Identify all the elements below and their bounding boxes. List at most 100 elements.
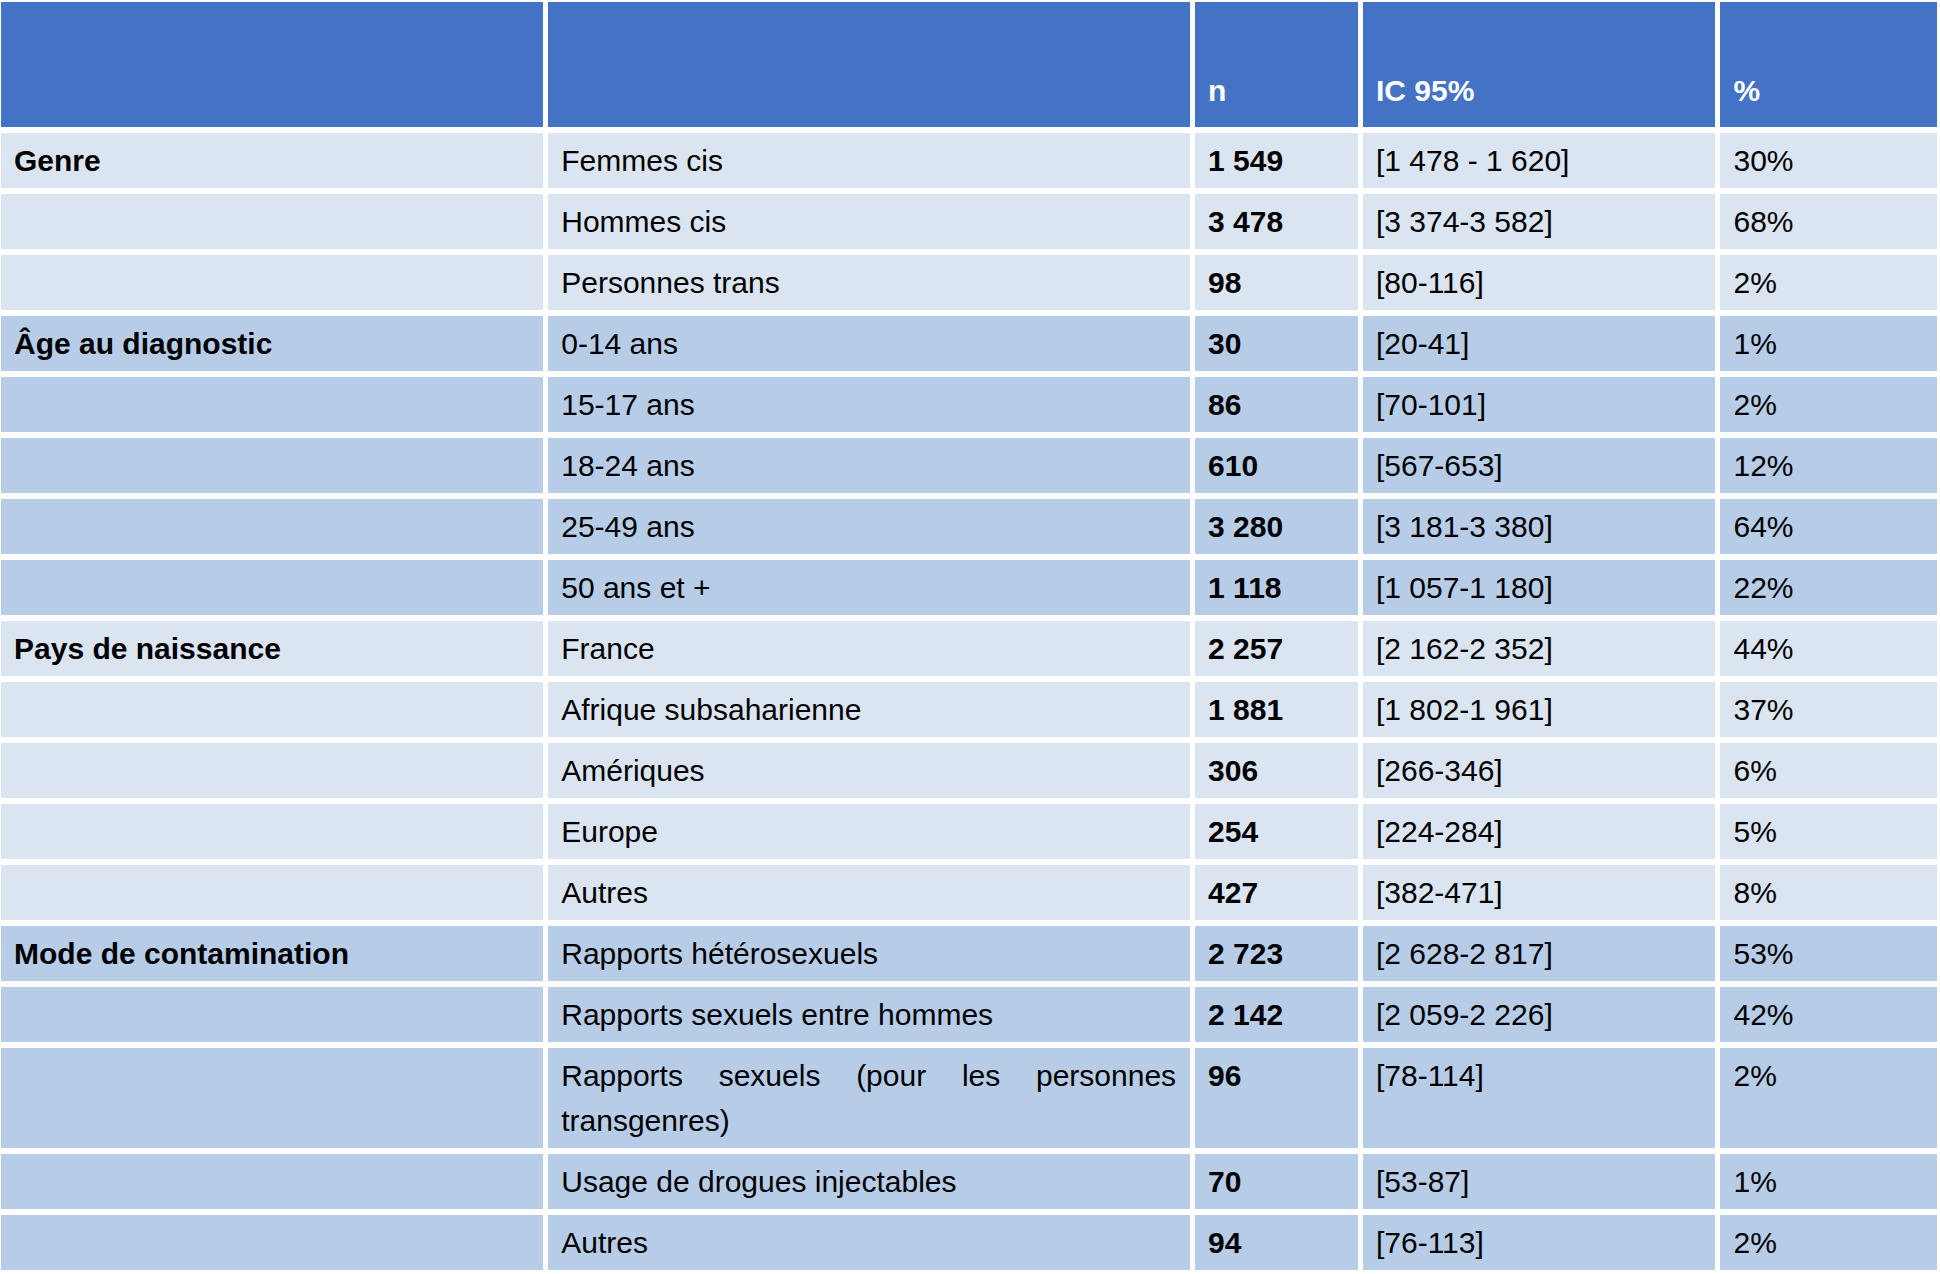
label-cell: 0-14 ans bbox=[548, 316, 1190, 371]
table-row: GenreFemmes cis1 549[1 478 - 1 620]30% bbox=[1, 133, 1937, 188]
pct-cell: 1% bbox=[1720, 1154, 1937, 1209]
table-row: 50 ans et +1 118[1 057-1 180]22% bbox=[1, 560, 1937, 615]
pct-cell: 53% bbox=[1720, 926, 1937, 981]
label-cell: Autres bbox=[548, 1215, 1190, 1270]
ic-cell: [80-116] bbox=[1363, 255, 1716, 310]
n-cell: 70 bbox=[1195, 1154, 1358, 1209]
category-cell bbox=[1, 377, 543, 432]
ic-cell: [3 374-3 582] bbox=[1363, 194, 1716, 249]
category-cell bbox=[1, 804, 543, 859]
table-row: Âge au diagnostic0-14 ans30[20-41]1% bbox=[1, 316, 1937, 371]
category-cell bbox=[1, 865, 543, 920]
table-row: Autres94[76-113]2% bbox=[1, 1215, 1937, 1270]
pct-cell: 68% bbox=[1720, 194, 1937, 249]
header-n: n bbox=[1195, 2, 1358, 127]
category-cell bbox=[1, 987, 543, 1042]
n-cell: 427 bbox=[1195, 865, 1358, 920]
pct-cell: 37% bbox=[1720, 682, 1937, 737]
table-row: Mode de contaminationRapports hétérosexu… bbox=[1, 926, 1937, 981]
table-row: Amériques306[266-346]6% bbox=[1, 743, 1937, 798]
header-row: n IC 95% % bbox=[1, 2, 1937, 127]
label-cell: Europe bbox=[548, 804, 1190, 859]
pct-cell: 2% bbox=[1720, 377, 1937, 432]
category-cell bbox=[1, 255, 543, 310]
category-cell: Mode de contamination bbox=[1, 926, 543, 981]
label-cell: Rapports hétérosexuels bbox=[548, 926, 1190, 981]
ic-cell: [382-471] bbox=[1363, 865, 1716, 920]
n-cell: 3 280 bbox=[1195, 499, 1358, 554]
pct-cell: 2% bbox=[1720, 1048, 1937, 1148]
table-row: 25-49 ans3 280[3 181-3 380]64% bbox=[1, 499, 1937, 554]
label-cell: 50 ans et + bbox=[548, 560, 1190, 615]
pct-cell: 42% bbox=[1720, 987, 1937, 1042]
n-cell: 2 142 bbox=[1195, 987, 1358, 1042]
ic-cell: [266-346] bbox=[1363, 743, 1716, 798]
pct-cell: 2% bbox=[1720, 1215, 1937, 1270]
ic-cell: [567-653] bbox=[1363, 438, 1716, 493]
table-row: Rapports sexuels entre hommes2 142[2 059… bbox=[1, 987, 1937, 1042]
category-cell bbox=[1, 499, 543, 554]
ic-cell: [1 478 - 1 620] bbox=[1363, 133, 1716, 188]
label-cell: 15-17 ans bbox=[548, 377, 1190, 432]
pct-cell: 64% bbox=[1720, 499, 1937, 554]
n-cell: 1 881 bbox=[1195, 682, 1358, 737]
pct-cell: 2% bbox=[1720, 255, 1937, 310]
n-cell: 254 bbox=[1195, 804, 1358, 859]
n-cell: 610 bbox=[1195, 438, 1358, 493]
table-row: Usage de drogues injectables70[53-87]1% bbox=[1, 1154, 1937, 1209]
pct-cell: 22% bbox=[1720, 560, 1937, 615]
ic-cell: [70-101] bbox=[1363, 377, 1716, 432]
header-category bbox=[1, 2, 543, 127]
table-body: GenreFemmes cis1 549[1 478 - 1 620]30% Ho… bbox=[1, 133, 1937, 1270]
n-cell: 306 bbox=[1195, 743, 1358, 798]
n-cell: 3 478 bbox=[1195, 194, 1358, 249]
table-row: Afrique subsaharienne1 881[1 802-1 961]3… bbox=[1, 682, 1937, 737]
category-cell: Âge au diagnostic bbox=[1, 316, 543, 371]
label-cell: 25-49 ans bbox=[548, 499, 1190, 554]
table-row: Rapports sexuels (pour les personnes tra… bbox=[1, 1048, 1937, 1148]
category-cell bbox=[1, 1154, 543, 1209]
n-cell: 1 118 bbox=[1195, 560, 1358, 615]
pct-cell: 8% bbox=[1720, 865, 1937, 920]
category-cell bbox=[1, 743, 543, 798]
table-row: Autres427[382-471]8% bbox=[1, 865, 1937, 920]
ic-cell: [1 057-1 180] bbox=[1363, 560, 1716, 615]
label-cell: France bbox=[548, 621, 1190, 676]
table-row: Personnes trans98[80-116]2% bbox=[1, 255, 1937, 310]
label-cell: Femmes cis bbox=[548, 133, 1190, 188]
category-cell bbox=[1, 1048, 543, 1148]
pct-cell: 1% bbox=[1720, 316, 1937, 371]
ic-cell: [2 162-2 352] bbox=[1363, 621, 1716, 676]
category-cell: Genre bbox=[1, 133, 543, 188]
label-cell: Afrique subsaharienne bbox=[548, 682, 1190, 737]
table-header: n IC 95% % bbox=[1, 2, 1937, 127]
ic-cell: [20-41] bbox=[1363, 316, 1716, 371]
category-cell bbox=[1, 682, 543, 737]
table-row: Hommes cis3 478[3 374-3 582]68% bbox=[1, 194, 1937, 249]
n-cell: 98 bbox=[1195, 255, 1358, 310]
n-cell: 86 bbox=[1195, 377, 1358, 432]
pct-cell: 44% bbox=[1720, 621, 1937, 676]
category-cell bbox=[1, 438, 543, 493]
pct-cell: 30% bbox=[1720, 133, 1937, 188]
label-cell: Autres bbox=[548, 865, 1190, 920]
category-cell bbox=[1, 560, 543, 615]
ic-cell: [53-87] bbox=[1363, 1154, 1716, 1209]
label-cell: 18-24 ans bbox=[548, 438, 1190, 493]
n-cell: 94 bbox=[1195, 1215, 1358, 1270]
ic-cell: [1 802-1 961] bbox=[1363, 682, 1716, 737]
table-row: 18-24 ans610[567-653]12% bbox=[1, 438, 1937, 493]
label-cell: Rapports sexuels (pour les personnes tra… bbox=[548, 1048, 1190, 1148]
n-cell: 1 549 bbox=[1195, 133, 1358, 188]
header-ic95: IC 95% bbox=[1363, 2, 1716, 127]
ic-cell: [224-284] bbox=[1363, 804, 1716, 859]
label-cell: Amériques bbox=[548, 743, 1190, 798]
n-cell: 2 723 bbox=[1195, 926, 1358, 981]
label-cell: Rapports sexuels entre hommes bbox=[548, 987, 1190, 1042]
header-percent: % bbox=[1720, 2, 1937, 127]
label-cell: Hommes cis bbox=[548, 194, 1190, 249]
ic-cell: [3 181-3 380] bbox=[1363, 499, 1716, 554]
table-row: Pays de naissanceFrance2 257[2 162-2 352… bbox=[1, 621, 1937, 676]
table-row: 15-17 ans86[70-101]2% bbox=[1, 377, 1937, 432]
n-cell: 96 bbox=[1195, 1048, 1358, 1148]
